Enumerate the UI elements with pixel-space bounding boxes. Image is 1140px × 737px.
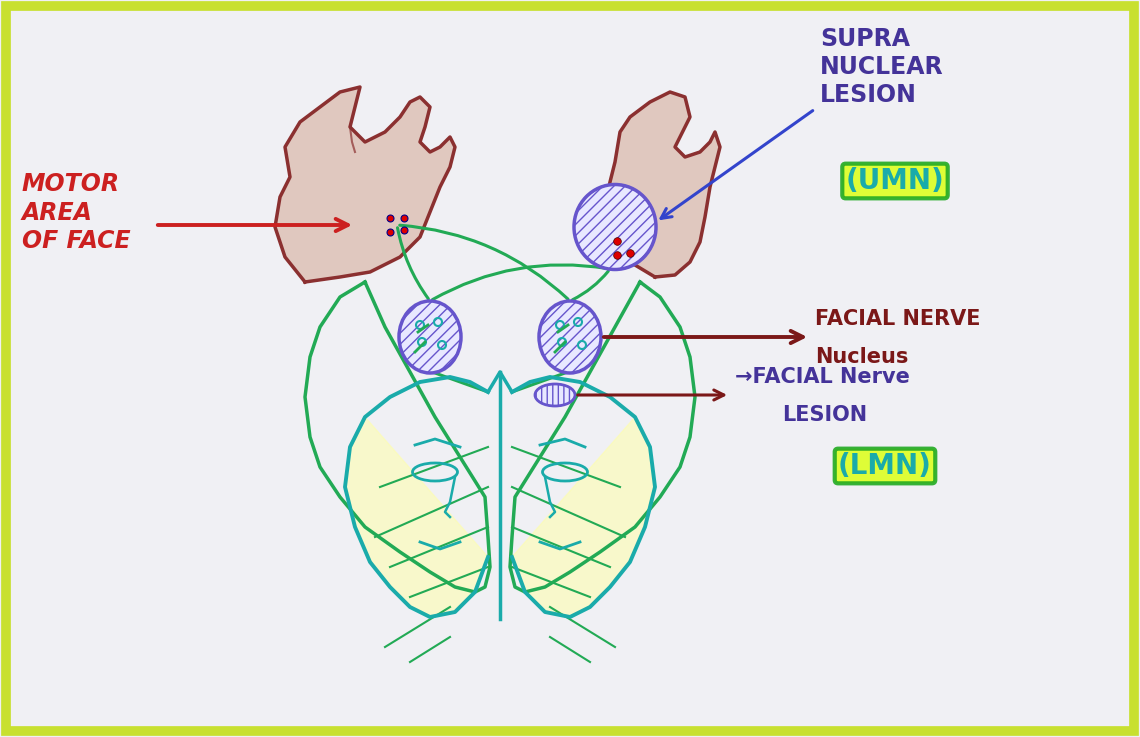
Polygon shape	[605, 92, 720, 277]
Polygon shape	[275, 87, 455, 282]
Text: SUPRA
NUCLEAR
LESION: SUPRA NUCLEAR LESION	[820, 27, 944, 107]
Ellipse shape	[539, 301, 601, 373]
Ellipse shape	[575, 184, 656, 270]
Text: FACIAL NERVE: FACIAL NERVE	[815, 309, 980, 329]
Text: LESION: LESION	[782, 405, 868, 425]
Text: →FACIAL Nerve: →FACIAL Nerve	[735, 367, 910, 387]
Polygon shape	[512, 417, 656, 617]
Polygon shape	[345, 417, 488, 617]
Ellipse shape	[535, 384, 575, 406]
Text: (UMN): (UMN)	[846, 167, 944, 195]
Ellipse shape	[399, 301, 461, 373]
Text: MOTOR
AREA
OF FACE: MOTOR AREA OF FACE	[22, 172, 131, 254]
Text: Nucleus: Nucleus	[815, 347, 909, 367]
Text: (LMN): (LMN)	[838, 452, 931, 480]
